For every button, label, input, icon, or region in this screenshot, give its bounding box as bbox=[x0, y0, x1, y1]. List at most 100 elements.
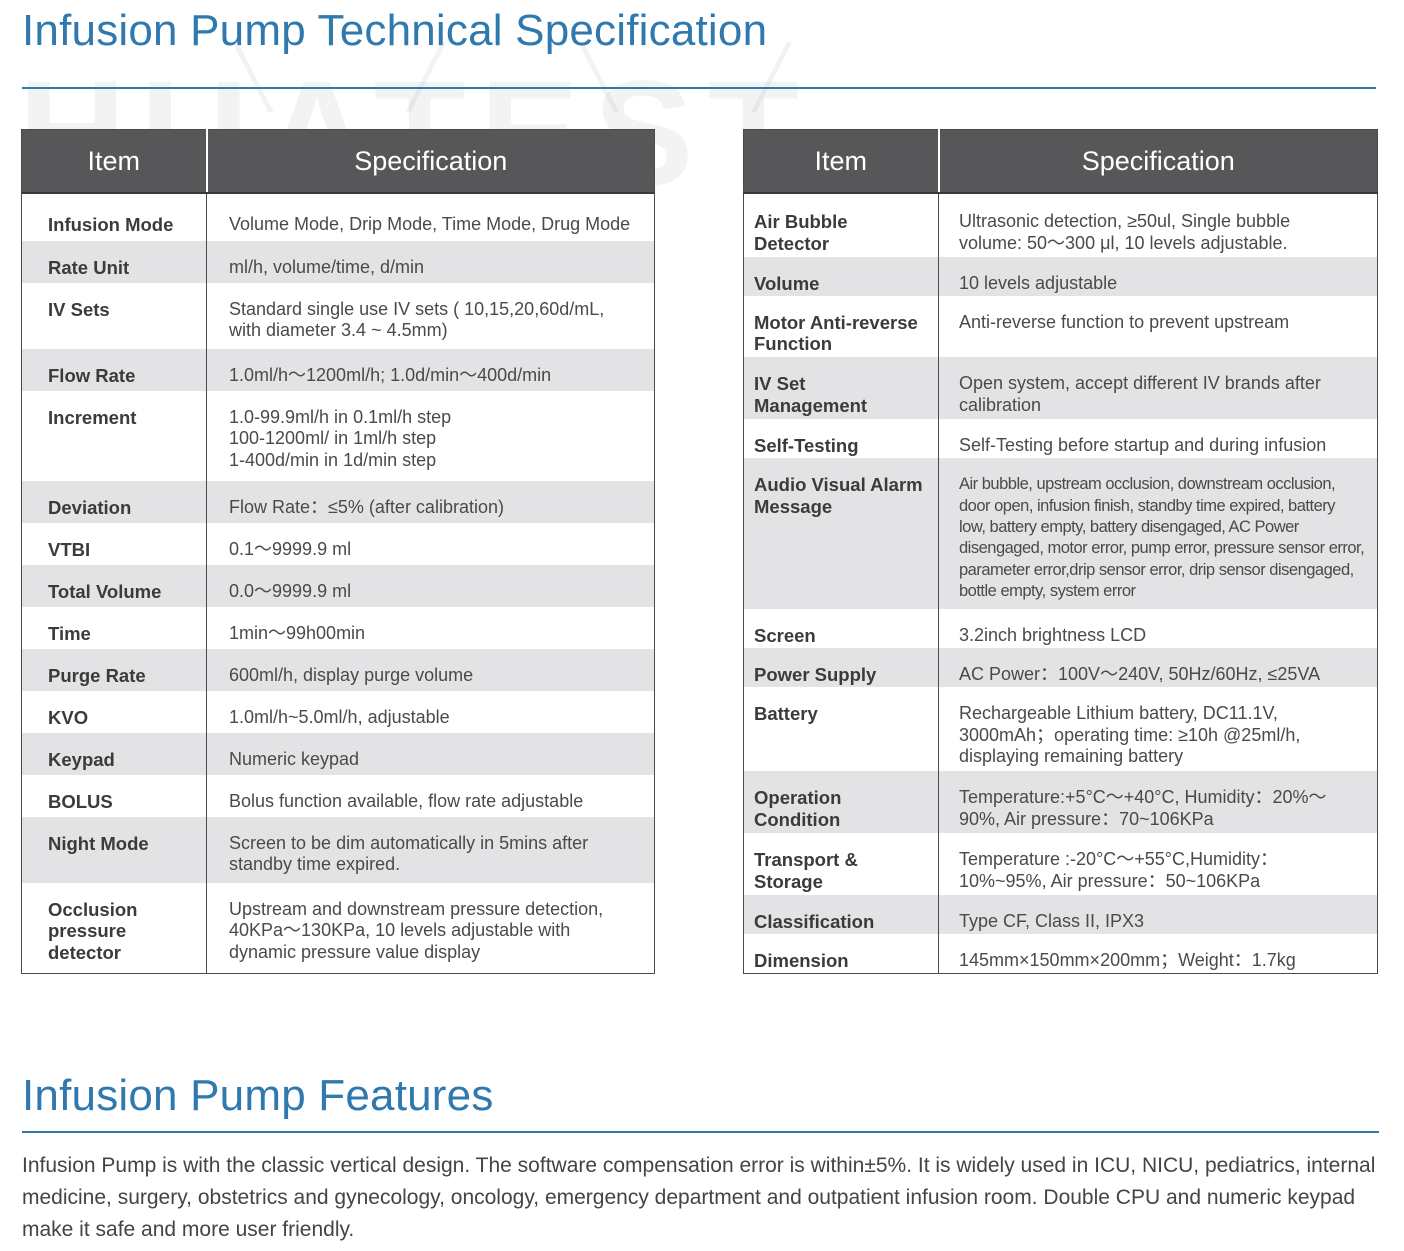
specification-text: 40KPa～130KPa, 10 levels adjustable with bbox=[229, 920, 571, 941]
item-label: pressure bbox=[48, 920, 127, 942]
specification-cell: 10 levels adjustable bbox=[938, 256, 1378, 296]
item-label: Night Mode bbox=[48, 832, 149, 854]
specification-text: 1min～99h00min bbox=[229, 622, 366, 643]
table-row: Dimension 145mm×150mm×200mm；Weight：1.7kg bbox=[743, 933, 1378, 974]
item-label: Management bbox=[754, 394, 868, 416]
specification-cell: 3.2inch brightness LCD bbox=[939, 609, 1378, 648]
item-label: KVO bbox=[48, 706, 89, 728]
specification-text: 10%~95%, Air pressure：50~106KPa bbox=[959, 870, 1261, 891]
item-label: Battery bbox=[754, 703, 818, 725]
item-label: Motor Anti-reverse bbox=[754, 311, 918, 333]
specification-cell: 1.0-99.9ml/h in 0.1ml/h step 100-1200ml/ … bbox=[207, 391, 655, 481]
table-row: Purge Rate 600ml/h, display purge volume bbox=[21, 648, 655, 691]
item-cell: Motor Anti-reverse Function bbox=[743, 295, 939, 358]
table-row: Keypad Numeric keypad bbox=[21, 732, 655, 775]
table-row: Motor Anti-reverse Function Anti-reverse f… bbox=[743, 295, 1378, 358]
specification-text: Air bubble, upstream occlusion, downstre… bbox=[959, 475, 1336, 494]
item-cell: Total Volume bbox=[21, 564, 207, 607]
column-header-item: Item bbox=[743, 129, 939, 194]
specification-text: 600ml/h, display purge volume bbox=[229, 664, 474, 685]
item-cell: Battery bbox=[743, 687, 939, 772]
specification-cell: 0.1～9999.9 ml bbox=[207, 523, 655, 565]
item-label: Audio Visual Alarm bbox=[754, 474, 923, 496]
table-header-row: Item Specification bbox=[743, 129, 1378, 194]
item-label: Volume bbox=[754, 272, 820, 294]
table-row: Transport & Storage Temperature :-20°C～+55… bbox=[743, 833, 1378, 895]
item-cell: Power Supply bbox=[743, 648, 939, 688]
item-cell: VTBI bbox=[21, 522, 207, 565]
item-cell: Air Bubble Detector bbox=[743, 193, 939, 257]
features-divider bbox=[22, 1131, 1379, 1133]
specification-text: Anti-reverse function to prevent upstrea… bbox=[959, 311, 1290, 332]
item-label: VTBI bbox=[48, 538, 91, 560]
specification-cell: 1.0ml/h~5.0ml/h, adjustable bbox=[207, 691, 655, 733]
item-label: Keypad bbox=[48, 748, 115, 770]
specification-text: parameter error,drip sensor error, drip … bbox=[959, 560, 1354, 579]
features-description: Infusion Pump is with the classic vertic… bbox=[22, 1154, 1376, 1241]
specification-text: 10 levels adjustable bbox=[959, 272, 1118, 293]
item-label: Time bbox=[48, 622, 91, 644]
item-label: Flow Rate bbox=[48, 364, 136, 386]
specification-cell: ml/h, volume/time, d/min bbox=[206, 240, 655, 283]
table-row: KVO 1.0ml/h~5.0ml/h, adjustable bbox=[21, 690, 655, 733]
specification-cell: Numeric keypad bbox=[206, 732, 655, 775]
table-row: VTBI 0.1～9999.9 ml bbox=[21, 522, 655, 565]
specification-text: 145mm×150mm×200mm；Weight：1.7kg bbox=[959, 949, 1296, 970]
table-row: Battery Rechargeable Lithium battery, DC1… bbox=[743, 687, 1378, 772]
item-label: Storage bbox=[754, 870, 823, 892]
item-cell: Rate Unit bbox=[21, 240, 207, 283]
spec-table-left: Item Specification Infusion Mode Volume M… bbox=[21, 129, 655, 974]
item-cell: Volume bbox=[743, 256, 939, 296]
table-row: Deviation Flow Rate：≤5% (after calibratio… bbox=[21, 480, 655, 523]
item-label: Dimension bbox=[754, 949, 849, 971]
item-cell: Audio Visual Alarm Message bbox=[743, 458, 939, 610]
specification-text: 3000mAh；operating time: ≥10h @25ml/h, bbox=[959, 724, 1301, 745]
table-row: IV Sets Standard single use IV sets ( 10,… bbox=[21, 282, 655, 349]
item-label: Purge Rate bbox=[48, 664, 146, 686]
specification-cell: 1min～99h00min bbox=[207, 607, 655, 649]
item-label: Deviation bbox=[48, 496, 132, 518]
spec-rows: Infusion Mode Volume Mode, Drip Mode, Tim… bbox=[21, 193, 655, 974]
item-cell: IV Sets bbox=[21, 282, 207, 349]
table-row: Power Supply AC Power：100V～240V, 50Hz/60H… bbox=[743, 648, 1378, 688]
specification-cell: Self-Testing before startup and during i… bbox=[939, 419, 1378, 458]
specification-text: AC Power：100V～240V, 50Hz/60Hz, ≤25VA bbox=[959, 664, 1321, 685]
item-cell: Purge Rate bbox=[21, 648, 207, 691]
item-label: Occlusion bbox=[48, 898, 138, 920]
table-row: IV Set Management Open system, accept diff… bbox=[743, 357, 1378, 420]
item-label: Transport & bbox=[754, 849, 858, 870]
watermark-ornament: ╲ ╱ ╲ ╱ bbox=[235, 44, 850, 111]
specification-text: Self-Testing before startup and during i… bbox=[959, 435, 1327, 456]
specification-text: Standard single use IV sets ( 10,15,20,6… bbox=[229, 298, 605, 319]
item-label: Function bbox=[754, 333, 833, 355]
item-cell: IV Set Management bbox=[743, 357, 939, 420]
table-row: Flow Rate 1.0ml/h～1200ml/h; 1.0d/min～400d… bbox=[21, 348, 655, 391]
table-row: Infusion Mode Volume Mode, Drip Mode, Tim… bbox=[21, 193, 655, 241]
specification-text: dynamic pressure value display bbox=[229, 941, 481, 962]
item-label: Condition bbox=[754, 808, 841, 830]
specification-cell: Anti-reverse function to prevent upstrea… bbox=[939, 296, 1378, 358]
item-label: Total Volume bbox=[48, 580, 162, 602]
specification-text: calibration bbox=[959, 394, 1042, 415]
item-label: Power Supply bbox=[754, 664, 877, 686]
specification-cell: Rechargeable Lithium battery, DC11.1V, 30… bbox=[939, 687, 1378, 771]
table-row: Total Volume 0.0～9999.9 ml bbox=[21, 564, 655, 607]
specification-text: Type CF, Class II, IPX3 bbox=[959, 910, 1145, 931]
column-header-specification: Specification bbox=[937, 129, 1378, 194]
item-label: BOLUS bbox=[48, 790, 113, 812]
item-label: Classification bbox=[754, 910, 875, 932]
item-cell: Infusion Mode bbox=[21, 193, 207, 241]
table-row: Occlusion pressure detector Upstream and do… bbox=[21, 882, 655, 974]
item-cell: KVO bbox=[21, 690, 207, 733]
item-cell: BOLUS bbox=[21, 774, 207, 817]
item-cell: Keypad bbox=[21, 732, 207, 775]
spec-table-right: Item Specification Air Bubble Detector Ult… bbox=[743, 129, 1378, 974]
item-cell: Flow Rate bbox=[21, 348, 207, 391]
item-cell: Operation Condition bbox=[743, 771, 939, 833]
item-label: detector bbox=[48, 941, 121, 963]
specification-text: Volume Mode, Drip Mode, Time Mode, Drug … bbox=[229, 214, 631, 234]
spec-rows: Air Bubble Detector Ultrasonic detection, … bbox=[743, 193, 1378, 974]
item-label: Increment bbox=[48, 406, 137, 428]
table-header-row: Item Specification bbox=[21, 129, 655, 194]
item-label: Self-Testing bbox=[754, 435, 859, 457]
